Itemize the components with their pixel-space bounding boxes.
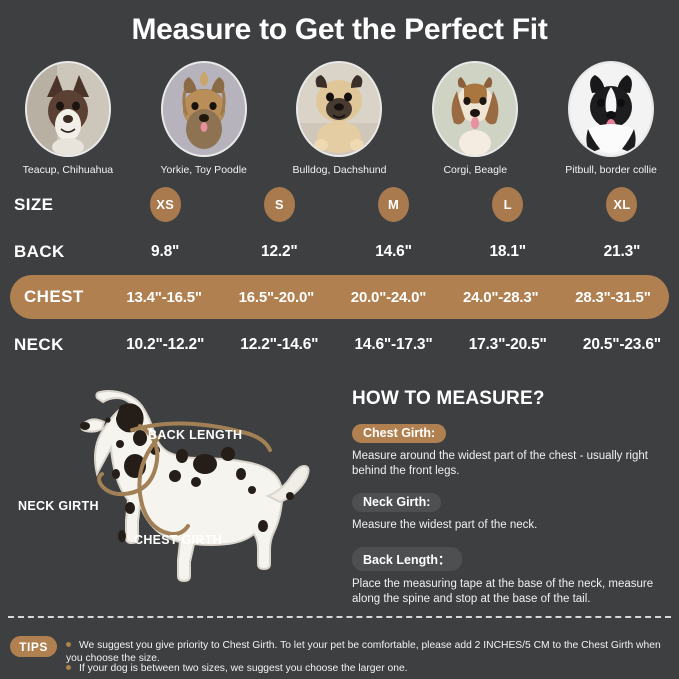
size-badge-l: L (492, 187, 524, 222)
label-chest-girth: CHEST GIRTH (134, 533, 223, 547)
breed-item: Bulldog, Dachshund (274, 61, 404, 176)
back-cell: 9.8" (151, 243, 180, 260)
pug-photo (296, 61, 383, 157)
beagle-photo (432, 61, 519, 157)
neck-girth-description: Measure the widest part of the neck. (352, 519, 538, 531)
row-label-size: SIZE (14, 194, 54, 214)
chest-girth-pill: Chest Girth: (352, 424, 447, 443)
breed-item: Corgi, Beagle (410, 61, 540, 176)
back-cell: 18.1" (489, 243, 526, 260)
back-cell: 12.2" (261, 243, 298, 260)
table-row-chest: CHEST 13.4"-16.5" 16.5"-20.0" 20.0"-24.0… (10, 275, 669, 319)
tip-text: We suggest you give priority to Chest Gi… (66, 640, 661, 664)
bullet-dot-icon (66, 664, 71, 670)
how-to-measure-title: HOW TO MEASURE? (352, 388, 545, 409)
back-length-pill: Back Length： (352, 547, 462, 571)
breed-item: Yorkie, Toy Poodle (139, 61, 269, 176)
breed-item: Teacup, Chihuahua (3, 61, 133, 176)
breed-row: Teacup, Chihuahua (0, 61, 679, 176)
size-badge-s: S (263, 187, 295, 222)
lower-section: BACK LENGTH NECK GIRTH CHEST GIRTH HOW T… (0, 378, 679, 606)
dalmatian-illustration (80, 390, 310, 583)
chest-cell: 24.0"-28.3" (463, 288, 539, 306)
breed-label: Corgi, Beagle (443, 164, 508, 176)
size-table: SIZE XS S M L XL BACK 9.8" 12.2" 14.6" 1… (0, 182, 679, 368)
size-cell: S (222, 187, 336, 222)
yorkie-photo (160, 61, 247, 157)
table-row-back: BACK 9.8" 12.2" 14.6" 18.1" 21.3" (0, 229, 679, 275)
size-cell: XL (565, 187, 679, 222)
table-row-size: SIZE XS S M L XL (0, 182, 679, 227)
tips-badge: TIPS (10, 636, 57, 657)
dashed-divider (8, 616, 671, 618)
breed-label: Teacup, Chihuahua (22, 164, 114, 176)
breed-label: Bulldog, Dachshund (292, 164, 387, 176)
chest-girth-description: Measure around the widest part of the ch… (352, 450, 648, 477)
row-label-chest: CHEST (24, 287, 84, 306)
chihuahua-photo (24, 61, 111, 157)
breed-item: Pitbull, border collie (546, 61, 676, 176)
size-cell: M (336, 187, 450, 222)
chest-cell: 28.3"-31.5" (575, 288, 651, 306)
tip-text: If your dog is between two sizes, we sug… (79, 663, 408, 674)
dog-diagram: BACK LENGTH NECK GIRTH CHEST GIRTH (0, 378, 344, 606)
size-badge-m: M (378, 187, 409, 222)
neck-cell: 17.3"-20.5" (468, 336, 547, 353)
tip-item: We suggest you give priority to Chest Gi… (66, 639, 679, 665)
back-cell: 14.6" (375, 243, 412, 260)
neck-cell: 14.6"-17.3" (354, 336, 433, 353)
label-neck-girth: NECK GIRTH (18, 499, 99, 513)
how-to-measure-section: HOW TO MEASURE? Chest Girth: Measure aro… (352, 378, 679, 607)
neck-cell: 10.2"-12.2" (126, 336, 205, 353)
back-cell: 21.3" (603, 243, 641, 260)
neck-girth-pill: Neck Girth: (352, 493, 442, 512)
tips-section: TIPS We suggest you give priority to Che… (0, 628, 679, 678)
row-label-back: BACK (14, 242, 65, 261)
row-label-neck: NECK (14, 335, 64, 354)
size-badge-xl: XL (606, 187, 638, 222)
page-title: Measure to Get the Perfect Fit (131, 13, 548, 46)
chest-cell: 20.0"-24.0" (350, 288, 427, 306)
back-length-description: Place the measuring tape at the base of … (352, 578, 654, 605)
size-cell: L (451, 187, 565, 222)
breed-label: Pitbull, border collie (565, 164, 657, 176)
chest-cell: 13.4"-16.5" (126, 288, 202, 306)
label-back-length: BACK LENGTH (148, 428, 243, 442)
size-cell: XS (108, 187, 222, 222)
neck-cell: 20.5"-23.6" (582, 336, 661, 353)
tip-item: If your dog is between two sizes, we sug… (66, 662, 408, 675)
chest-cell: 16.5"-20.0" (238, 288, 315, 306)
size-badge-xs: XS (149, 187, 181, 222)
table-row-neck: NECK 10.2"-12.2" 12.2"-14.6" 14.6"-17.3"… (0, 322, 679, 368)
breed-label: Yorkie, Toy Poodle (160, 164, 247, 176)
neck-cell: 12.2"-14.6" (240, 336, 319, 353)
bullet-dot-icon (66, 641, 71, 647)
border-collie-photo (568, 61, 655, 157)
